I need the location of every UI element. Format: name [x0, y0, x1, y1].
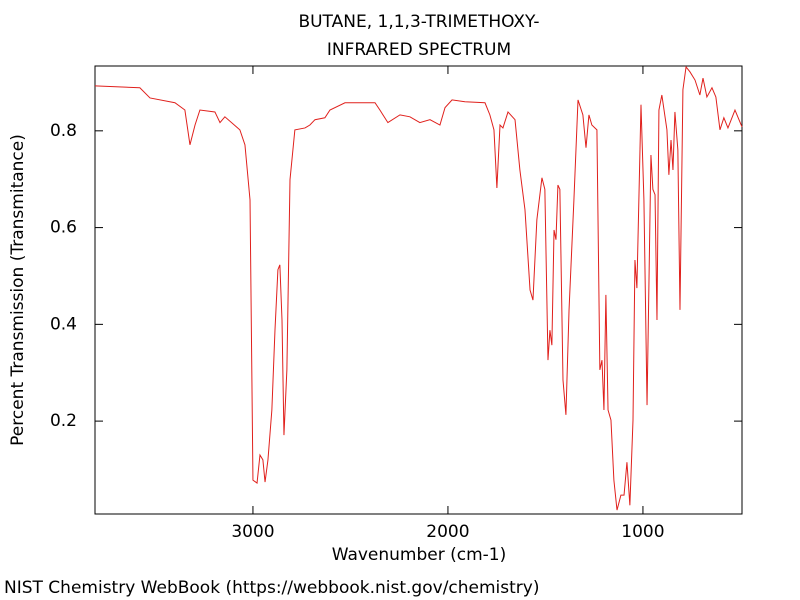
chart-title: BUTANE, 1,1,3-TRIMETHOXY- — [298, 12, 539, 32]
y-tick-label: 0.2 — [50, 411, 77, 431]
y-tick-label: 0.4 — [50, 314, 77, 334]
footer: NIST Chemistry WebBook (https://webbook.… — [4, 578, 539, 598]
y-tick-label: 0.8 — [50, 121, 77, 141]
chart-subtitle: INFRARED SPECTRUM — [327, 40, 511, 60]
x-tick-label: 2000 — [426, 522, 469, 542]
x-tick-label: 3000 — [231, 522, 274, 542]
x-tick-label: 1000 — [621, 522, 664, 542]
spectrum-line — [94, 65, 743, 511]
x-axis-label: Wavenumber (cm-1) — [332, 545, 507, 565]
y-tick-label: 0.6 — [50, 218, 77, 238]
y-axis-label: Percent Transmission (Transmitance) — [8, 134, 28, 446]
plot-frame — [94, 65, 743, 515]
